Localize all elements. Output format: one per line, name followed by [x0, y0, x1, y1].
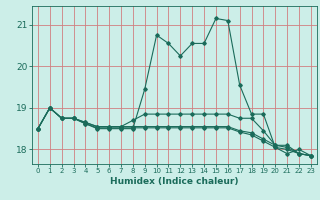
X-axis label: Humidex (Indice chaleur): Humidex (Indice chaleur) — [110, 177, 239, 186]
